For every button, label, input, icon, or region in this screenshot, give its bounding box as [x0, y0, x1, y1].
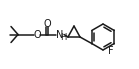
Text: F: F: [108, 46, 114, 56]
Text: H: H: [60, 34, 66, 43]
Text: O: O: [43, 19, 51, 29]
Text: O: O: [33, 30, 41, 39]
Text: N: N: [56, 30, 64, 41]
